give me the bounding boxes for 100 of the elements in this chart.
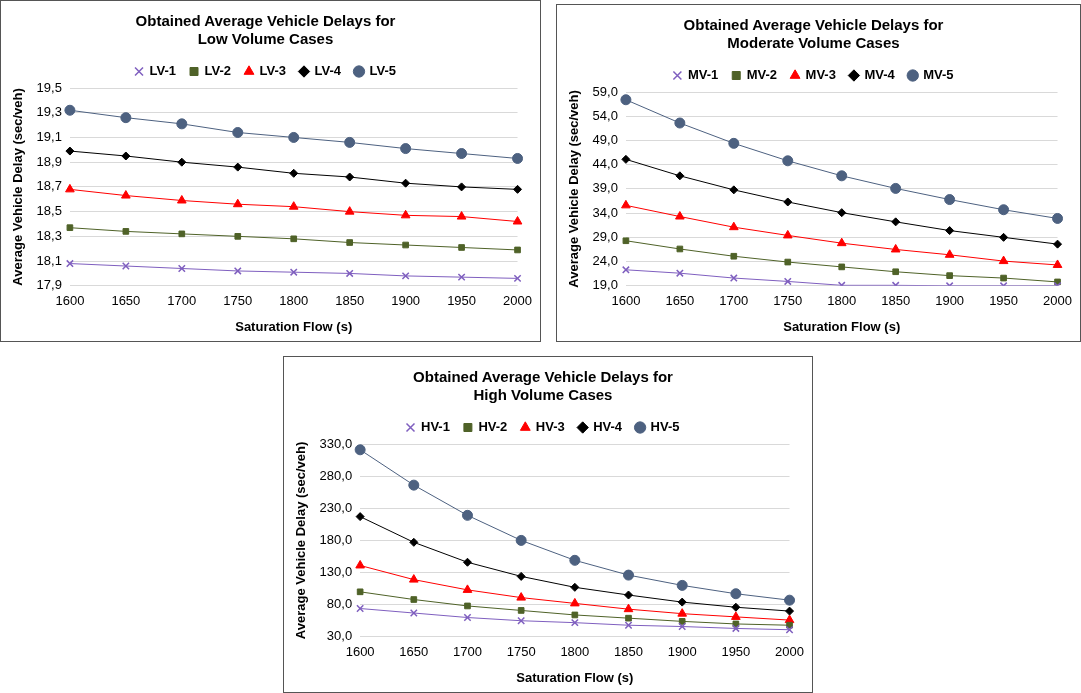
point — [354, 444, 366, 456]
point — [786, 621, 793, 629]
point — [623, 603, 634, 613]
legend-label: LV-5 — [369, 63, 396, 79]
point — [176, 195, 187, 204]
point — [289, 168, 299, 178]
x-tick-label: 1800 — [827, 293, 857, 309]
point — [1000, 274, 1007, 282]
y-tick-label: 30,0 — [326, 628, 353, 644]
point — [731, 602, 741, 612]
point — [462, 584, 473, 593]
point — [232, 198, 243, 208]
legend-label: LV-1 — [149, 63, 177, 79]
y-axis-title: Average Vehicle Delay (sec/veh) — [10, 88, 26, 286]
y-tick-label: 17,9 — [36, 277, 62, 293]
point — [512, 216, 523, 225]
point — [177, 157, 187, 167]
x-tick-label: 1650 — [111, 293, 141, 309]
x-tick-label: 1800 — [279, 293, 309, 309]
point — [624, 590, 634, 600]
y-tick-label: 280,0 — [319, 467, 353, 483]
x-tick-label: 1850 — [881, 293, 911, 309]
point — [785, 625, 794, 634]
point — [674, 117, 686, 129]
point — [730, 252, 738, 260]
y-tick-label: 39,0 — [592, 180, 618, 196]
point — [410, 596, 418, 603]
point — [836, 170, 848, 182]
point — [356, 604, 365, 613]
y-tick-label: 180,0 — [319, 531, 353, 547]
legend-label: MV-3 — [805, 67, 836, 83]
point — [233, 162, 243, 172]
point — [782, 229, 793, 239]
point — [890, 182, 902, 194]
x-tick-label: 2000 — [503, 293, 532, 309]
point — [178, 230, 186, 238]
point — [946, 272, 953, 279]
point — [677, 597, 687, 607]
point — [620, 94, 632, 106]
chart-title: Obtained Average Vehicle Delays for Moderate Volume Cases — [683, 16, 944, 52]
point — [290, 235, 298, 243]
x-tick-label: 1750 — [773, 293, 803, 309]
point — [289, 268, 298, 277]
x-axis-title: Saturation Flow (s) — [783, 318, 901, 334]
point — [344, 136, 356, 148]
point — [516, 592, 526, 601]
point — [677, 608, 688, 617]
y-tick-label: 18,9 — [36, 153, 62, 169]
legend-label: HV-5 — [650, 419, 680, 435]
point — [945, 226, 955, 236]
point — [728, 137, 740, 149]
y-tick-label: 54,0 — [592, 107, 618, 123]
point — [624, 621, 633, 630]
x-tick-label: 1850 — [335, 293, 365, 309]
y-tick-label: 29,0 — [592, 228, 618, 244]
point — [783, 197, 793, 207]
point — [356, 588, 364, 596]
point — [512, 152, 524, 164]
point — [944, 194, 956, 206]
point — [176, 118, 188, 130]
point — [890, 243, 901, 253]
legend-label: MV-5 — [923, 67, 954, 83]
point — [232, 127, 244, 139]
point — [517, 616, 526, 625]
x-tick-label: 1600 — [611, 293, 641, 309]
point — [400, 209, 411, 219]
point — [461, 509, 473, 521]
y-tick-label: 80,0 — [326, 596, 353, 612]
x-tick-label: 1750 — [223, 293, 253, 309]
x-tick-label: 1900 — [667, 644, 697, 660]
point — [408, 479, 420, 491]
point — [457, 182, 467, 192]
point — [1052, 212, 1064, 224]
point — [676, 579, 688, 591]
point — [836, 237, 847, 247]
point — [729, 185, 739, 195]
point — [517, 607, 525, 614]
point — [678, 618, 686, 625]
y-tick-label: 19,5 — [36, 79, 62, 95]
x-tick-label: 1800 — [560, 644, 590, 660]
x-tick-label: 1600 — [55, 293, 85, 309]
point — [402, 241, 409, 249]
point — [409, 537, 419, 547]
x-tick-label: 1650 — [399, 644, 429, 660]
x-tick-label: 1600 — [345, 644, 375, 660]
point — [401, 178, 411, 188]
point — [464, 602, 471, 610]
point — [784, 258, 792, 266]
point — [288, 201, 299, 210]
point — [66, 224, 74, 232]
point — [234, 233, 242, 240]
point — [121, 190, 131, 199]
point — [515, 534, 527, 546]
x-tick-label: 2000 — [1043, 293, 1072, 309]
point — [837, 208, 847, 218]
y-axis-title: Average Vehicle Delay (sec/veh) — [293, 441, 309, 640]
y-tick-label: 19,3 — [36, 104, 62, 120]
point — [65, 146, 75, 156]
legend-label: LV-4 — [314, 63, 342, 79]
point — [998, 255, 1009, 265]
